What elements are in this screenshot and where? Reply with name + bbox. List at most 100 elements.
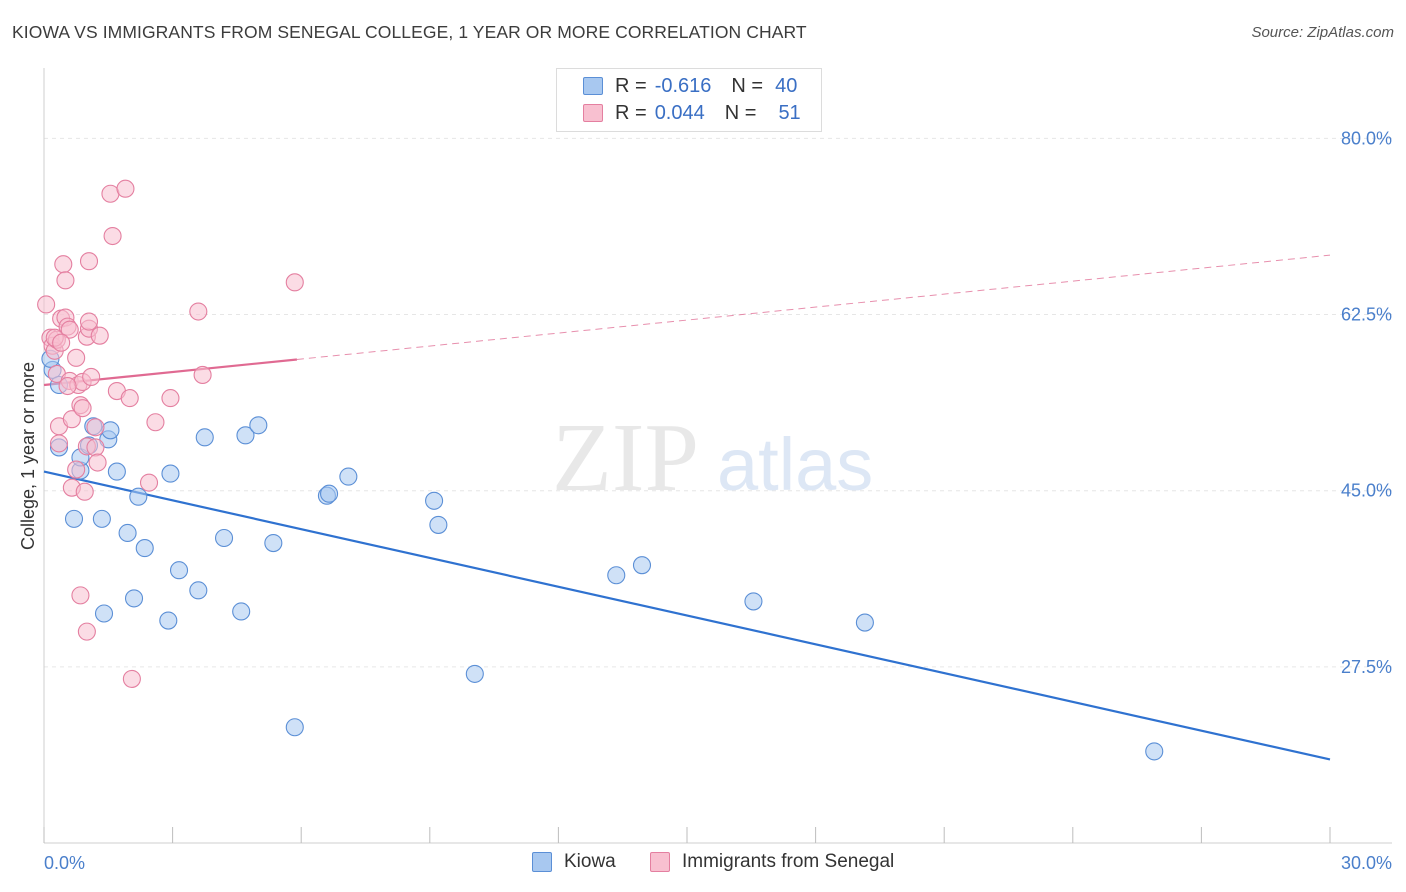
stats-legend: R = -0.616 N = 40 R = 0.044 N = 51 <box>556 68 822 132</box>
senegal-point <box>146 413 165 432</box>
kiowa-point <box>169 561 189 580</box>
senegal-point <box>103 226 122 246</box>
senegal-point <box>49 434 69 453</box>
trend-line <box>43 470 1331 761</box>
kiowa-point <box>101 421 120 440</box>
senegal-point <box>139 473 159 492</box>
y-tick-label: 27.5% <box>1341 657 1392 677</box>
senegal-point <box>71 586 90 605</box>
kiowa-point <box>161 464 180 483</box>
kiowa-point <box>285 718 304 737</box>
senegal-point <box>37 295 56 314</box>
legend-row-kiowa: R = -0.616 N = 40 <box>583 74 797 98</box>
senegal-point <box>88 453 107 472</box>
legend-row-senegal: R = 0.044 N = 51 <box>583 101 801 125</box>
senegal-point <box>116 179 135 198</box>
kiowa-point <box>632 556 652 575</box>
y-tick-label: 80.0% <box>1341 128 1392 148</box>
kiowa-point <box>214 528 234 548</box>
kiowa-point <box>855 613 874 632</box>
legend-n-label: N = <box>724 101 757 124</box>
legend-swatch-senegal <box>650 852 670 872</box>
senegal-point <box>60 320 79 339</box>
senegal-point <box>56 271 75 290</box>
x-tick-label: 30.0% <box>1341 853 1392 873</box>
kiowa-point <box>320 484 339 503</box>
kiowa-point <box>94 604 114 623</box>
y-axis-title: College, 1 year or more <box>18 362 38 550</box>
senegal-point <box>122 669 141 688</box>
senegal-point <box>54 255 73 274</box>
senegal-point <box>82 367 101 387</box>
legend-item-kiowa[interactable]: Kiowa <box>532 851 616 873</box>
kiowa-point <box>607 566 626 585</box>
kiowa-point <box>118 523 137 543</box>
senegal-point <box>120 389 139 408</box>
kiowa-point <box>339 467 358 486</box>
legend-n-value: 51 <box>778 101 801 124</box>
senegal-point <box>67 460 86 479</box>
legend-swatch-senegal <box>583 104 603 122</box>
senegal-point <box>161 389 180 408</box>
chart-source: Source: ZipAtlas.com <box>1251 24 1394 41</box>
senegal-point <box>90 326 109 345</box>
legend-r-label: R = <box>615 101 647 124</box>
kiowa-point <box>264 533 283 553</box>
senegal-point <box>73 399 92 418</box>
senegal-point <box>75 482 94 501</box>
legend-swatch-kiowa <box>583 77 603 95</box>
senegal-point <box>79 252 99 271</box>
kiowa-point <box>1145 742 1164 761</box>
kiowa-point <box>135 539 154 558</box>
senegal-point <box>189 302 208 321</box>
kiowa-point <box>64 509 84 528</box>
senegal-point <box>193 365 212 384</box>
y-tick-label: 62.5% <box>1341 305 1392 325</box>
legend-r-label: R = <box>615 74 647 97</box>
kiowa-point <box>249 416 268 435</box>
kiowa-point <box>429 515 448 534</box>
legend-item-senegal[interactable]: Immigrants from Senegal <box>650 851 894 873</box>
kiowa-point <box>189 581 208 600</box>
chart-title: KIOWA VS IMMIGRANTS FROM SENEGAL COLLEGE… <box>12 22 807 42</box>
senegal-point <box>285 273 304 292</box>
kiowa-point <box>232 602 251 621</box>
legend-n-value: 40 <box>775 74 798 97</box>
trend-line-dashed <box>296 254 1331 360</box>
x-tick-label: 0.0% <box>44 853 85 873</box>
kiowa-point <box>744 592 763 611</box>
y-tick-label: 45.0% <box>1341 481 1392 501</box>
watermark-zip: ZIP <box>552 404 699 512</box>
senegal-point <box>77 622 96 641</box>
senegal-point <box>62 410 81 429</box>
legend-swatch-kiowa <box>532 852 552 872</box>
kiowa-point <box>124 589 144 608</box>
legend-label-kiowa: Kiowa <box>564 851 616 872</box>
legend-n-label: N = <box>731 74 764 97</box>
tick-labels: 80.0% 62.5% 45.0% 27.5% 0.0% 30.0% <box>44 128 1392 873</box>
kiowa-point <box>159 611 178 630</box>
axes <box>43 68 1392 844</box>
data-points <box>37 179 1164 761</box>
kiowa-point <box>107 462 126 481</box>
legend-label-senegal: Immigrants from Senegal <box>682 851 895 872</box>
kiowa-point <box>425 491 444 510</box>
kiowa-point <box>236 426 255 445</box>
series-legend: Kiowa Immigrants from Senegal <box>0 851 1406 879</box>
senegal-point <box>86 438 105 457</box>
kiowa-point <box>195 428 214 447</box>
senegal-point <box>86 418 105 437</box>
kiowa-point <box>129 487 148 506</box>
senegal-point <box>52 333 71 352</box>
senegal-point <box>79 312 99 331</box>
legend-r-value: 0.044 <box>654 101 705 124</box>
kiowa-point <box>92 509 111 528</box>
kiowa-point <box>465 664 484 683</box>
grid-lines <box>44 137 1392 668</box>
watermark-atlas: atlas <box>717 423 873 506</box>
senegal-point <box>67 348 86 367</box>
legend-r-value: -0.616 <box>654 74 712 97</box>
senegal-point <box>58 376 77 396</box>
senegal-point <box>101 184 120 203</box>
